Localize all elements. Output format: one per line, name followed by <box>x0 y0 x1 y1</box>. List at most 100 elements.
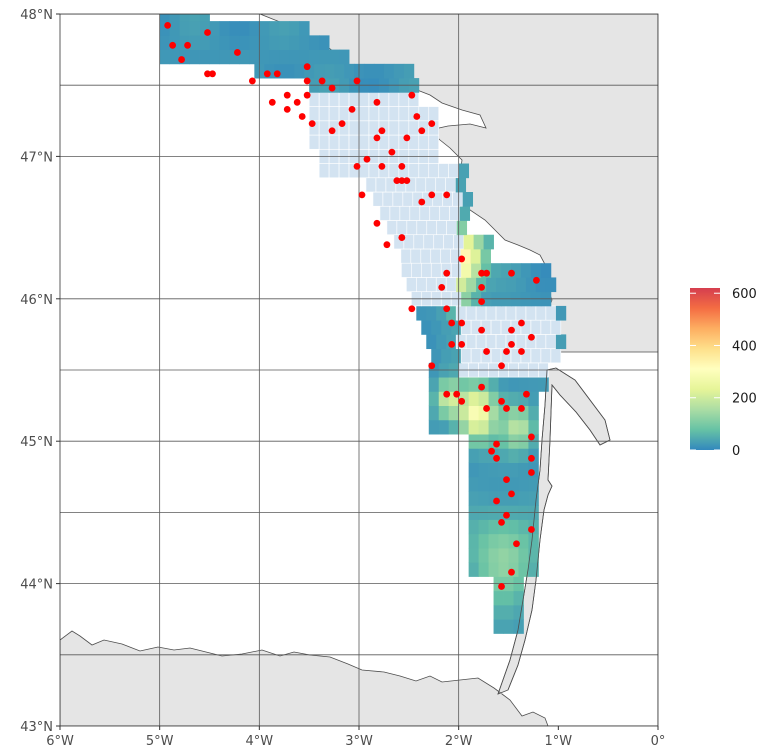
grid-cell <box>179 35 190 50</box>
grid-cell <box>488 519 499 535</box>
station-point <box>528 433 535 441</box>
grid-cell-nodata <box>396 220 408 236</box>
legend-tick-label: 600 <box>732 287 757 302</box>
grid-cell <box>219 21 230 36</box>
grid-cell <box>438 391 450 406</box>
y-tick-label: 45°N <box>20 435 53 450</box>
grid-cell <box>179 21 190 36</box>
grid-cell-nodata <box>402 191 414 207</box>
grid-cell <box>488 391 499 406</box>
grid-cell <box>159 49 171 65</box>
grid-cell-nodata <box>415 177 427 193</box>
station-point <box>418 127 426 135</box>
grid-cell <box>309 49 320 65</box>
grid-cell-nodata <box>399 205 411 221</box>
grid-cell <box>528 448 539 463</box>
grid-cell-nodata <box>338 163 350 179</box>
grid-cell <box>528 419 539 435</box>
station-point <box>293 98 301 106</box>
grid-cell-nodata <box>358 163 370 179</box>
grid-cell-nodata <box>428 163 440 179</box>
grid-cell <box>471 263 482 278</box>
station-point <box>443 390 451 398</box>
grid-cell <box>488 419 499 435</box>
grid-cell-nodata <box>435 177 447 193</box>
grid-cell-nodata <box>530 348 542 364</box>
grid-cell <box>159 35 171 50</box>
grid-cell <box>199 14 210 22</box>
grid-cell <box>438 419 450 435</box>
station-point <box>478 326 485 334</box>
grid-cell <box>498 377 509 392</box>
station-point <box>248 77 256 85</box>
grid-cell-nodata <box>389 205 401 221</box>
grid-cell <box>528 476 539 492</box>
grid-cell <box>219 49 230 65</box>
grid-cell <box>525 277 537 293</box>
grid-cell <box>478 491 489 506</box>
station-point <box>378 162 386 170</box>
grid-cell <box>528 562 539 577</box>
grid-cell <box>480 248 491 264</box>
x-tick-label: 1°W <box>545 734 573 749</box>
station-point <box>373 134 381 142</box>
station-point <box>418 198 426 206</box>
grid-cell <box>249 35 260 50</box>
x-tick-label: 5°W <box>146 734 174 749</box>
grid-cell <box>199 21 210 36</box>
grid-cell-nodata <box>450 262 462 278</box>
grid-cell-nodata <box>328 92 340 107</box>
station-point <box>478 284 485 291</box>
grid-cell-nodata <box>495 334 507 349</box>
station-point <box>503 348 510 355</box>
station-point <box>443 305 451 313</box>
grid-cell <box>441 348 452 364</box>
grid-cell <box>458 419 470 435</box>
grid-cell-nodata <box>308 106 320 122</box>
grid-cell <box>159 14 171 22</box>
grid-cell <box>555 305 567 321</box>
x-tick-label: 4°W <box>246 734 274 749</box>
grid-cell <box>169 21 180 36</box>
grid-cell <box>279 21 290 36</box>
station-point <box>438 284 446 291</box>
station-point <box>493 497 500 505</box>
grid-cell-nodata <box>460 348 472 364</box>
grid-cell <box>159 21 171 36</box>
grid-cell-nodata <box>430 262 442 278</box>
grid-cell <box>503 604 514 620</box>
grid-cell <box>493 590 504 606</box>
station-point <box>518 348 525 355</box>
grid-cell-nodata <box>338 106 350 122</box>
grid-cell <box>493 619 504 634</box>
grid-cell <box>459 206 471 221</box>
station-point <box>458 319 466 327</box>
grid-cell-nodata <box>392 191 404 207</box>
grid-cell <box>458 391 470 406</box>
grid-cell <box>319 35 330 50</box>
grid-cell-nodata <box>535 305 547 321</box>
grid-cell <box>199 35 210 50</box>
grid-cell <box>478 476 489 492</box>
grid-cell <box>540 263 552 278</box>
station-point <box>234 49 241 56</box>
grid-cell <box>508 405 519 421</box>
grid-cell-nodata <box>358 92 370 107</box>
station-point <box>498 583 505 590</box>
grid-cell <box>503 590 514 606</box>
grid-cell <box>498 519 509 535</box>
grid-cell-nodata <box>318 106 330 122</box>
grid-cell <box>488 462 499 478</box>
grid-cell <box>478 533 489 549</box>
grid-cell <box>460 248 472 264</box>
y-tick-label: 48°N <box>20 8 53 23</box>
grid-cell <box>518 519 529 535</box>
grid-cell-nodata <box>416 220 428 236</box>
grid-cell <box>538 377 549 392</box>
grid-cell <box>448 405 460 421</box>
station-point <box>478 269 485 277</box>
grid-cell-nodata <box>382 191 394 207</box>
station-point <box>458 255 466 263</box>
station-point <box>184 41 191 49</box>
grid-cell <box>478 548 489 563</box>
